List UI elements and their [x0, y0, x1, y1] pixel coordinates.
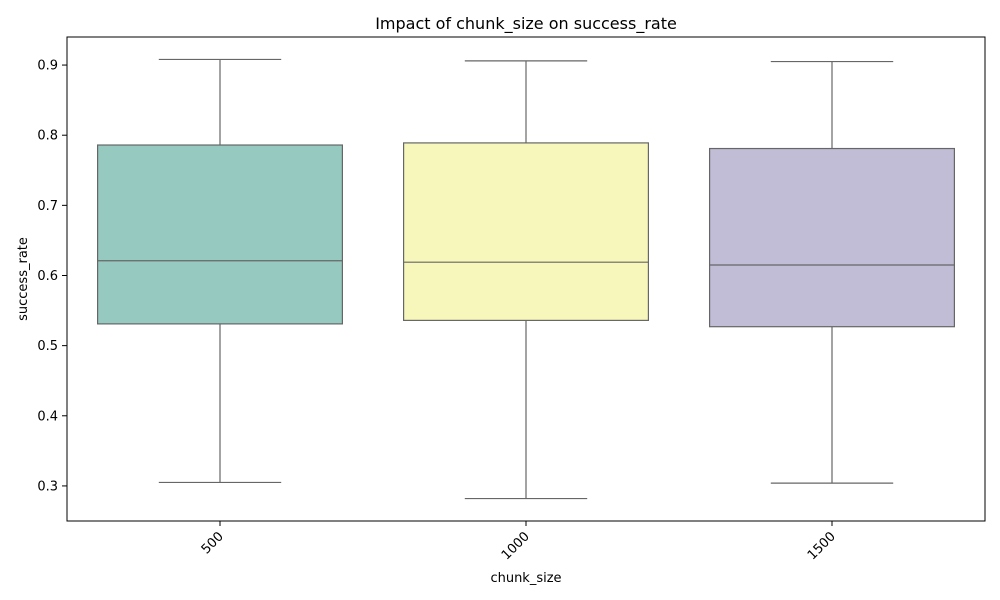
y-tick-label: 0.7	[37, 199, 58, 214]
iqr-box	[96, 144, 344, 325]
box-500	[96, 58, 344, 484]
y-tick-label: 0.6	[37, 269, 58, 284]
x-tick-label: 500	[199, 529, 227, 557]
y-tick-label: 0.8	[37, 129, 58, 144]
y-tick-label: 0.4	[37, 409, 58, 424]
y-tick-label: 0.5	[37, 339, 58, 354]
y-axis: 0.3 0.4 0.5 0.6 0.7 0.8 0.9	[37, 59, 67, 494]
box-1500	[708, 60, 955, 484]
box-1000	[403, 60, 650, 500]
x-tick-label: 1000	[499, 529, 533, 563]
x-axis: 500 1000 1500	[199, 521, 839, 563]
x-tick-label: 1500	[805, 529, 839, 563]
chart-title: Impact of chunk_size on success_rate	[375, 14, 677, 34]
box-series	[96, 58, 955, 500]
y-axis-label: success_rate	[16, 237, 31, 321]
y-tick-label: 0.3	[37, 479, 58, 494]
iqr-box	[403, 142, 650, 321]
y-tick-label: 0.9	[37, 59, 58, 74]
x-axis-label: chunk_size	[490, 571, 561, 586]
iqr-box	[708, 147, 955, 328]
